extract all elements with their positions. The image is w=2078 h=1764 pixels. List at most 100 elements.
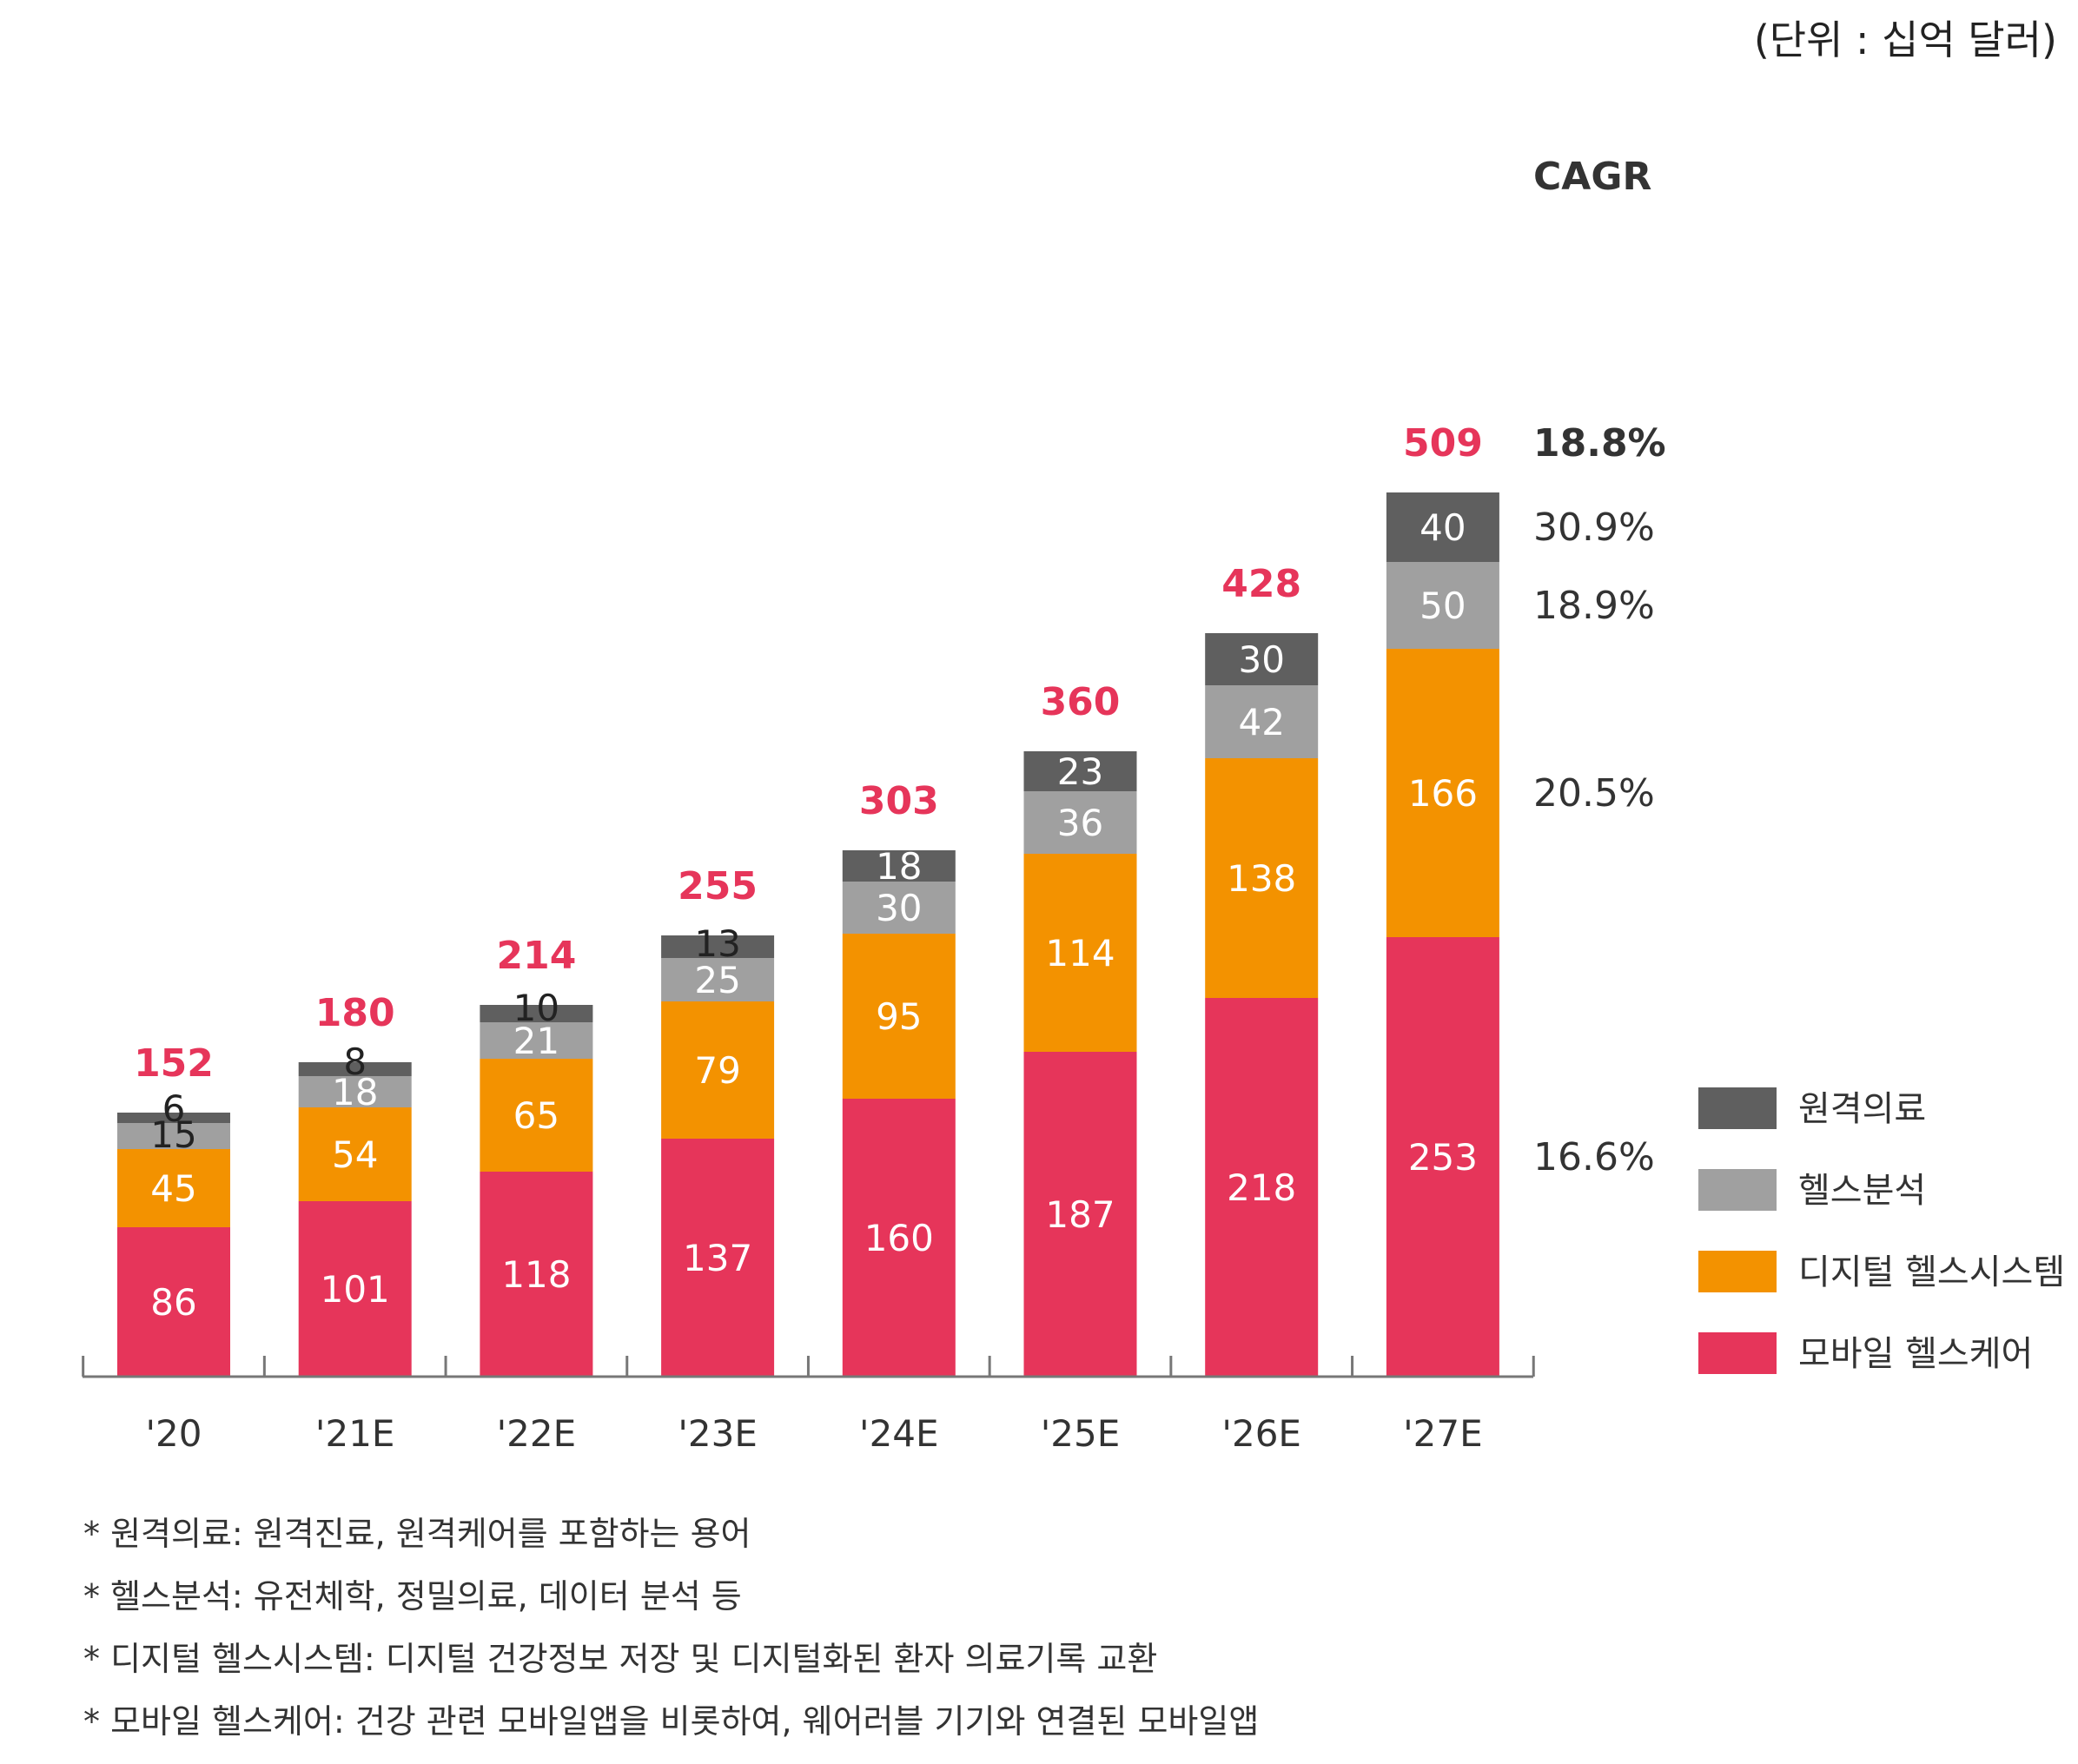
segment-value-label: 36: [1057, 802, 1103, 844]
labels-layer: 8645156152101541881801186521102141377925…: [134, 421, 1483, 1324]
segment-value-label: 13: [694, 922, 740, 965]
bar-segment: [298, 1201, 412, 1377]
segment-value-label: 6: [162, 1087, 186, 1130]
segment-value-label: 54: [332, 1133, 378, 1176]
bar-segment: [1205, 633, 1319, 685]
legend-label: 원격의료: [1798, 1089, 1926, 1129]
segment-value-label: 18: [332, 1071, 378, 1113]
x-tick-label: '27E: [1403, 1412, 1483, 1455]
x-tick-label: '25E: [1041, 1412, 1121, 1455]
legend-swatch: [1698, 1169, 1777, 1211]
bar-segment: [661, 1001, 775, 1139]
legend-label: 모바일 헬스케어: [1798, 1334, 2033, 1374]
bar-segment: [1023, 1052, 1137, 1377]
bar-segment: [1023, 854, 1137, 1052]
legend-label: 디지털 헬스시스템: [1798, 1252, 2065, 1292]
segment-value-label: 218: [1227, 1166, 1296, 1209]
cagr-series-value: 16.6%: [1533, 1135, 1655, 1179]
unit-note: (단위 : 십억 달러): [1753, 17, 2057, 63]
segment-value-label: 50: [1420, 585, 1466, 627]
bar-segment: [1205, 998, 1319, 1377]
segment-value-label: 30: [1238, 638, 1284, 681]
segment-value-label: 40: [1420, 506, 1466, 549]
x-tick-label: '20: [146, 1412, 202, 1455]
bar-segment: [117, 1123, 230, 1149]
segment-value-label: 187: [1045, 1193, 1115, 1236]
segment-value-label: 45: [150, 1167, 196, 1210]
segment-value-label: 138: [1227, 857, 1296, 900]
bar-segment: [661, 935, 775, 958]
legend-swatch: [1698, 1087, 1777, 1129]
legend-swatch: [1698, 1332, 1777, 1374]
total-value-label: 255: [678, 864, 758, 908]
bar-segment: [1023, 751, 1137, 791]
total-value-label: 428: [1221, 562, 1301, 606]
bar-segment: [298, 1107, 412, 1201]
footnote-digital-health-system: * 디지털 헬스시스템: 디지털 건강정보 저장 및 디지털화된 환자 의료기록…: [83, 1640, 1158, 1678]
segment-value-label: 137: [683, 1237, 752, 1279]
footnote-mobile-healthcare: * 모바일 헬스케어: 건강 관련 모바일앱을 비롯하여, 웨어러블 기기와 연…: [83, 1702, 1260, 1741]
total-value-label: 303: [859, 779, 939, 823]
bar-segment: [298, 1062, 412, 1076]
bar-segment: [1386, 492, 1499, 562]
bar-segment: [661, 958, 775, 1001]
segment-value-label: 95: [876, 995, 922, 1038]
footnotes: * 원격의료: 원격진료, 원격케어를 포함하는 용어 * 헬스분석: 유전체학…: [83, 1503, 1259, 1753]
segment-value-label: 114: [1045, 932, 1115, 974]
segment-value-label: 25: [694, 959, 740, 1001]
bar-segment: [842, 882, 956, 934]
bar-segment: [1386, 649, 1499, 937]
segment-value-label: 86: [150, 1281, 196, 1324]
segment-value-label: 166: [1408, 772, 1478, 815]
segment-value-label: 101: [321, 1268, 390, 1311]
legend-label: 헬스분석: [1798, 1171, 1926, 1211]
footnote-health-analytics: * 헬스분석: 유전체학, 정밀의료, 데이터 분석 등: [83, 1577, 742, 1615]
segment-value-label: 160: [864, 1217, 934, 1259]
segment-value-label: 10: [513, 987, 559, 1029]
cagr-total-value: 18.8%: [1533, 421, 1666, 466]
segment-value-label: 253: [1408, 1136, 1478, 1179]
segment-value-label: 15: [150, 1113, 196, 1156]
bar-segment: [1023, 791, 1137, 854]
bar-segment: [298, 1076, 412, 1107]
x-axis: '20 '21E '22E '23E '24E '25E '26E '27E: [82, 1356, 1535, 1455]
legend-swatch: [1698, 1251, 1777, 1292]
bar-segment: [1386, 562, 1499, 649]
total-value-label: 180: [315, 991, 395, 1035]
segment-value-label: 23: [1057, 750, 1103, 793]
cagr-series-value: 20.5%: [1533, 771, 1655, 816]
bar-segment: [661, 1139, 775, 1377]
segment-value-label: 42: [1238, 701, 1284, 743]
segment-value-label: 65: [513, 1094, 559, 1137]
total-value-label: 152: [134, 1041, 214, 1086]
cagr-series-value: 30.9%: [1533, 505, 1655, 550]
x-tick-label: '21E: [315, 1412, 395, 1455]
total-value-label: 509: [1403, 421, 1483, 466]
bar-segment: [480, 1005, 593, 1022]
total-value-label: 360: [1041, 680, 1121, 724]
x-tick-label: '24E: [859, 1412, 939, 1455]
bar-segment: [480, 1172, 593, 1377]
cagr-title: CAGR: [1533, 155, 1651, 199]
bars-layer: [117, 492, 1499, 1377]
segment-value-label: 21: [513, 1020, 559, 1062]
segment-value-label: 30: [876, 887, 922, 929]
segment-value-label: 79: [694, 1049, 740, 1092]
bar-segment: [1205, 685, 1319, 758]
x-tick-label: '23E: [678, 1412, 758, 1455]
bar-segment: [480, 1022, 593, 1059]
bar-segment: [117, 1149, 230, 1227]
bar-segment: [842, 850, 956, 882]
bar-segment: [842, 1099, 956, 1377]
cagr-series-value: 18.9%: [1533, 584, 1655, 628]
segment-value-label: 118: [501, 1253, 571, 1296]
bar-segment: [117, 1227, 230, 1377]
bar-segment: [480, 1059, 593, 1172]
x-tick-label: '26E: [1221, 1412, 1301, 1455]
total-value-label: 214: [496, 934, 576, 978]
segment-value-label: 18: [876, 845, 922, 888]
bar-segment: [1205, 758, 1319, 998]
bar-segment: [117, 1113, 230, 1123]
